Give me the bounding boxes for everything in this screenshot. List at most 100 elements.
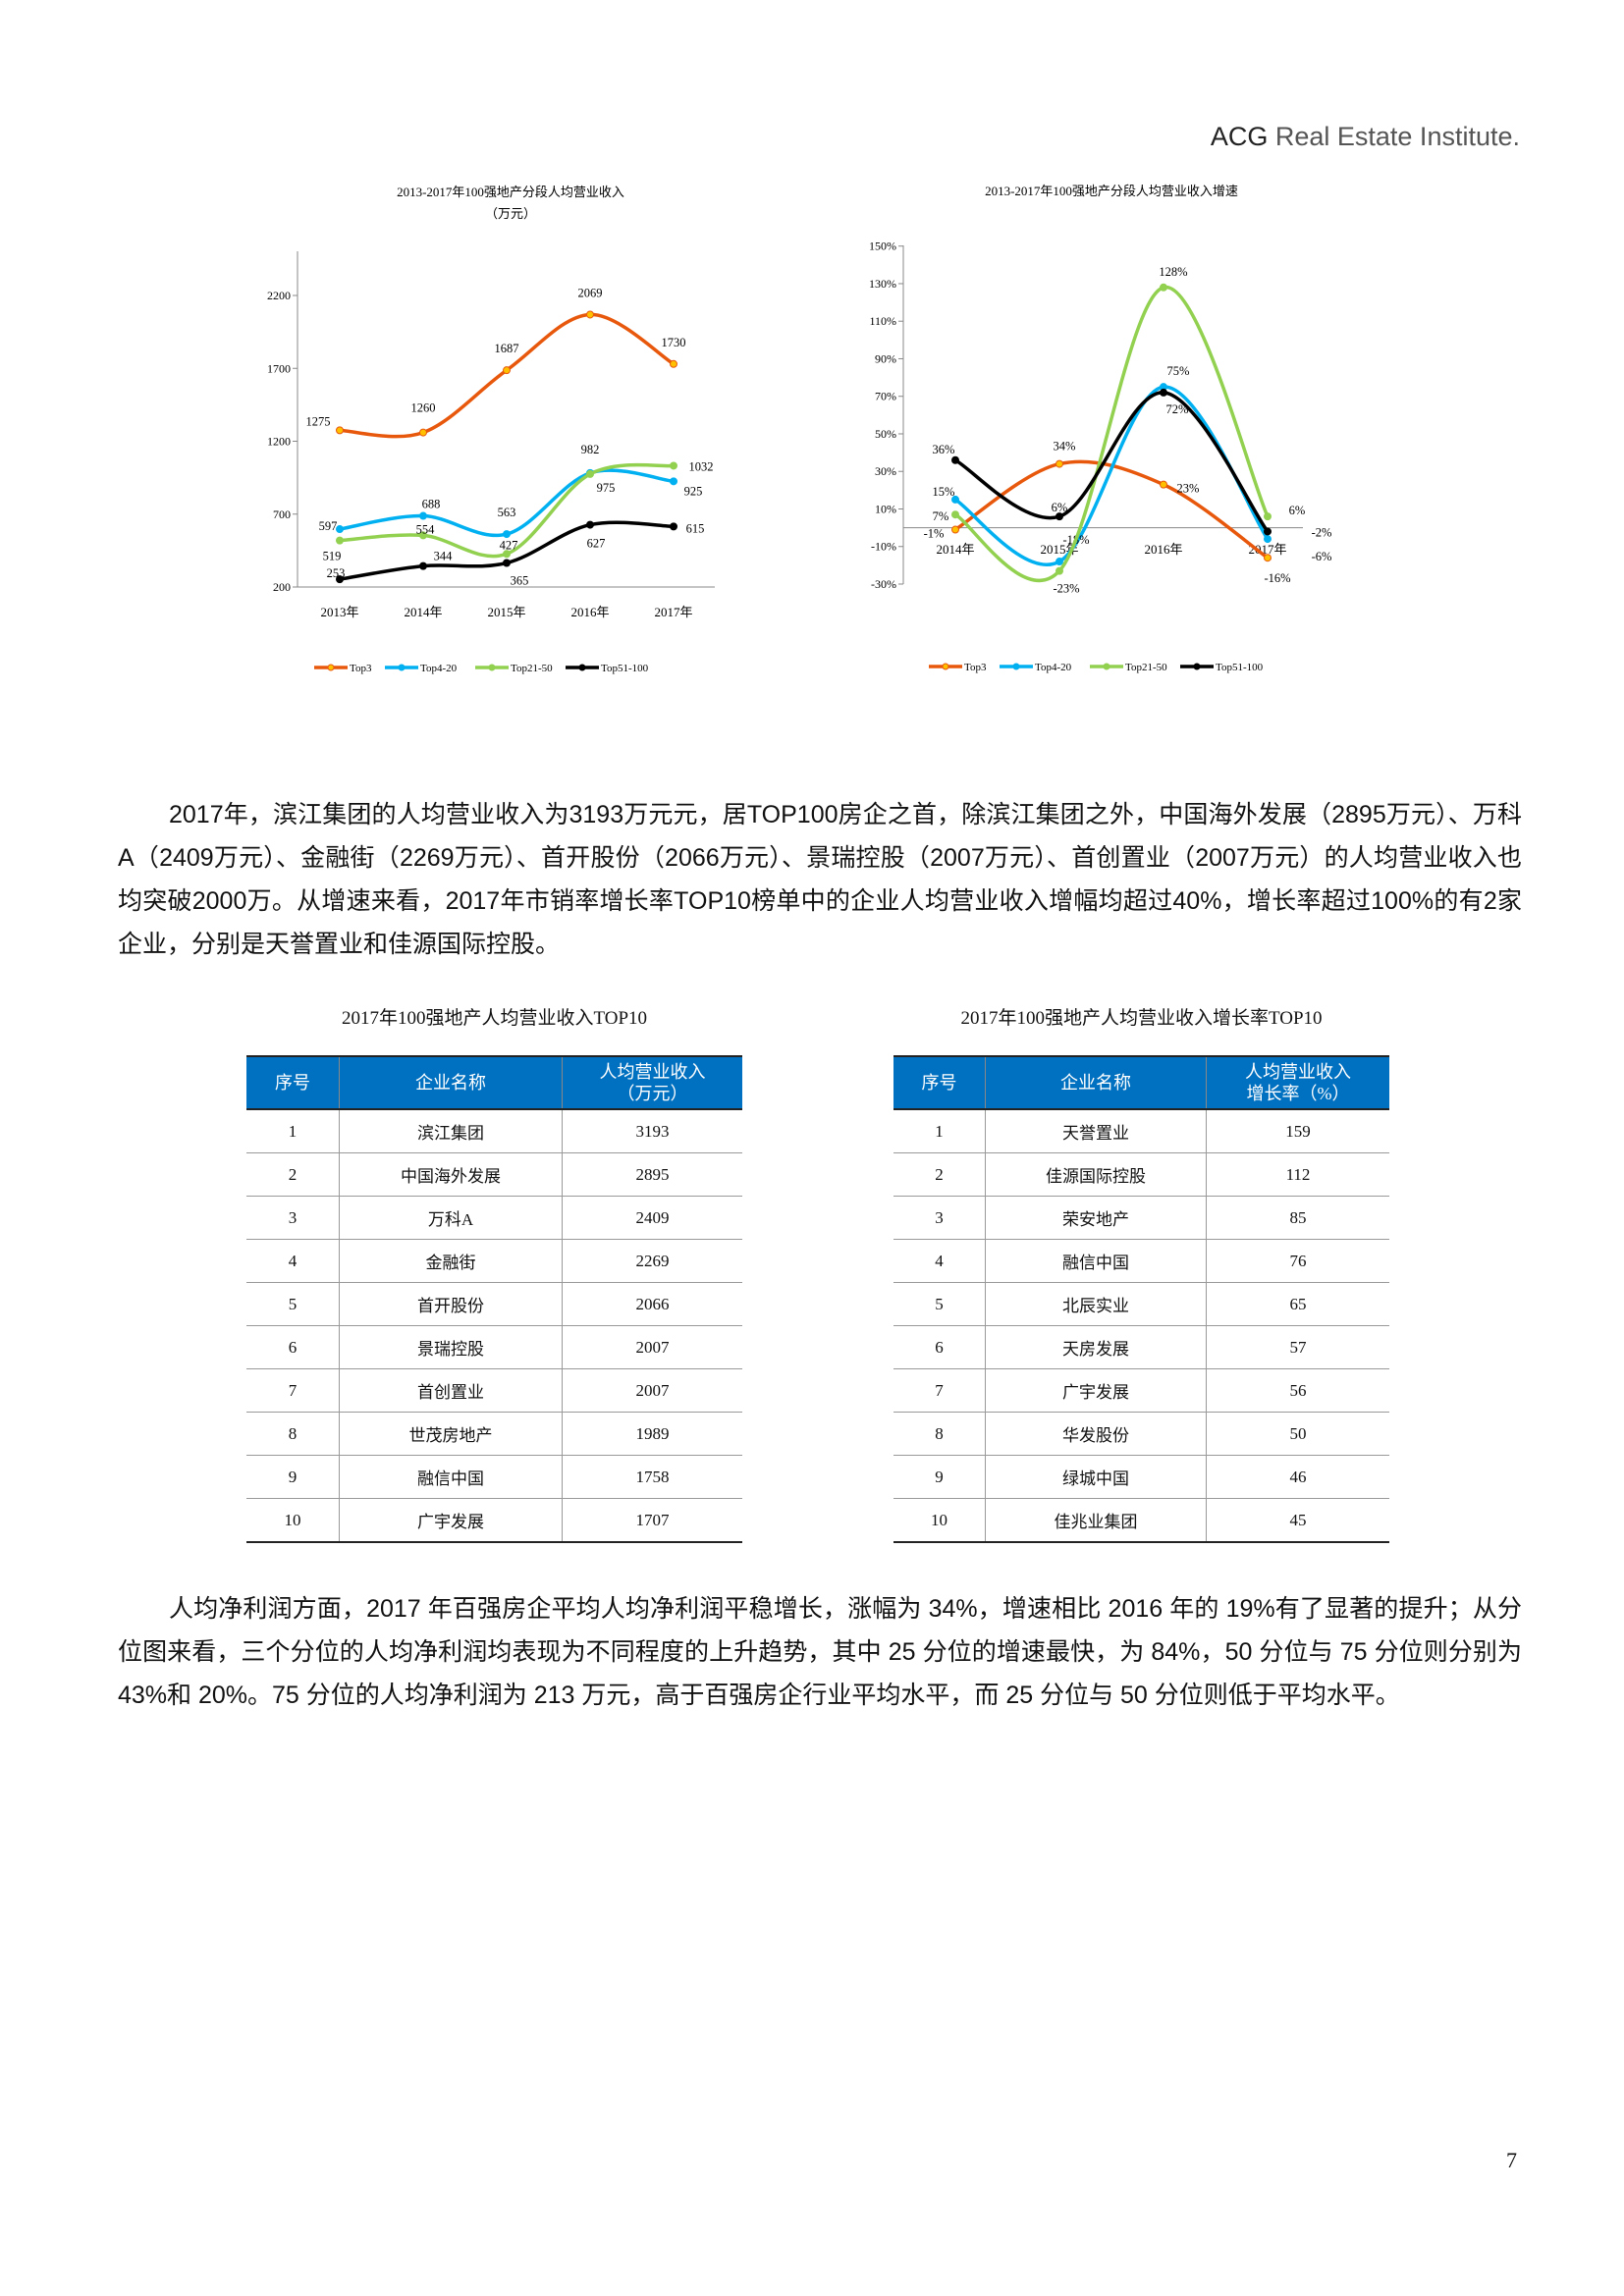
data-point [586,469,594,478]
table-row: 8 世茂房地产 1989 [246,1412,742,1456]
cell-value: 112 [1206,1152,1389,1197]
cell-value: 2007 [562,1325,742,1369]
data-label: 7% [933,509,949,523]
cell-rank: 6 [893,1325,986,1369]
cell-rank: 9 [246,1455,340,1499]
cell-value: 3193 [562,1109,742,1153]
cell-company: 融信中国 [985,1239,1207,1283]
data-label: 627 [587,537,606,551]
y-tick-label: 150% [869,240,896,253]
data-label: 253 [327,566,346,580]
cell-value: 159 [1206,1109,1389,1153]
data-label: -2% [1312,525,1332,539]
cell-rank: 2 [893,1152,986,1197]
y-tick-label: 110% [869,314,896,328]
cell-value: 2007 [562,1368,742,1413]
page-number: 7 [1506,2148,1517,2172]
cell-value: 1989 [562,1412,742,1456]
brand-acg: ACG [1210,122,1269,151]
table-row: 6 景瑞控股 2007 [246,1325,742,1369]
data-point [670,359,677,368]
cell-company: 天誉置业 [985,1109,1207,1153]
table-row: 7 广宇发展 56 [893,1368,1389,1413]
header-line2: 增长率（%） [1246,1084,1350,1103]
data-point [1056,459,1063,468]
legend-marker [1012,663,1020,670]
chart-title: 2013-2017年100强地产分段人均营业收入 [397,185,624,199]
data-label: -16% [1264,571,1290,585]
cell-company: 万科A [339,1196,563,1240]
y-tick-label: 50% [875,427,896,441]
legend-marker [942,663,949,670]
y-tick-label: 200 [273,580,291,594]
data-point [1160,480,1167,489]
data-point [670,461,677,470]
data-point [1264,512,1272,521]
y-tick-label: 10% [875,502,896,515]
growth-top10-table: 序号 企业名称 人均营业收入 增长率（%） 1 天誉置业 159 2 佳源国际控股 112 3… [893,1055,1389,1543]
data-label: 6% [1052,501,1068,514]
x-tick-label: 2017年 [654,605,692,619]
data-point [336,525,344,534]
data-label: 1687 [495,342,519,355]
cell-company: 金融街 [339,1239,563,1283]
y-tick-label: 70% [875,390,896,403]
table-row: 6 天房发展 57 [893,1325,1389,1369]
data-point [336,575,344,584]
y-tick-label: 30% [875,464,896,478]
data-point [503,366,511,375]
data-point [1264,554,1272,562]
data-point [951,455,959,464]
cell-value: 50 [1206,1412,1389,1456]
col-header-rank: 序号 [246,1055,340,1110]
header-line2: （万元） [617,1084,688,1103]
x-tick-label: 2017年 [1248,542,1286,557]
data-label: 23% [1177,482,1200,496]
data-label: 75% [1167,364,1190,378]
legend-marker [398,664,406,671]
y-tick-label: 1200 [267,435,291,449]
table-row: 9 绿城中国 46 [893,1455,1389,1499]
cell-company: 佳兆业集团 [985,1498,1207,1542]
paragraph-net-profit: 人均净利润方面，2017 年百强房企平均人均净利润平稳增长，涨幅为 34%，增速… [118,1595,1522,1709]
data-label: 615 [686,521,705,535]
cell-company: 中国海外发展 [339,1152,563,1197]
data-point [1056,566,1063,575]
legend-label: Top51-100 [601,663,649,674]
cell-rank: 1 [893,1109,986,1153]
cell-value: 2269 [562,1239,742,1283]
legend-label: Top3 [350,663,372,674]
y-tick-label: -10% [871,540,896,554]
data-label: 554 [416,522,436,536]
cell-company: 绿城中国 [985,1455,1207,1499]
data-label: 36% [933,443,955,456]
cell-rank: 4 [246,1239,340,1283]
data-point [1264,527,1272,536]
growth-chart-svg: 2013-2017年100强地产分段人均营业收入增速 150% 130% 110% 90… [869,184,1332,673]
cell-rank: 7 [893,1368,986,1413]
table-row: 10 佳兆业集团 45 [893,1498,1389,1542]
cell-value: 65 [1206,1282,1389,1326]
table-row: 4 金融街 2269 [246,1239,742,1283]
data-label: 427 [500,538,518,552]
x-tick-label: 2013年 [320,605,358,619]
series-line-top4-20 [339,468,675,538]
revenue-chart-svg: 2013-2017年100强地产分段人均营业收入 （万元） 200 700 1200 17… [267,185,715,674]
cell-rank: 5 [246,1282,340,1326]
col-header-company: 企业名称 [985,1055,1207,1110]
table-row: 3 万科A 2409 [246,1196,742,1240]
data-label: 72% [1166,402,1189,416]
data-point [586,520,594,529]
data-point [951,510,959,519]
legend-label: Top3 [964,662,987,673]
y-tick-label: 700 [273,507,291,521]
legend-marker [327,664,335,671]
cell-company: 首创置业 [339,1368,563,1413]
legend-label: Top21-50 [1125,662,1167,673]
table-row: 3 荣安地产 85 [893,1196,1389,1240]
data-point [336,536,344,545]
data-label: 982 [581,443,600,456]
cell-value: 57 [1206,1325,1389,1369]
col-header-value: 人均营业收入 （万元） [562,1055,742,1110]
revenue-growth-chart: 2013-2017年100强地产分段人均营业收入增速 150% 130% 110% 90… [844,177,1394,746]
